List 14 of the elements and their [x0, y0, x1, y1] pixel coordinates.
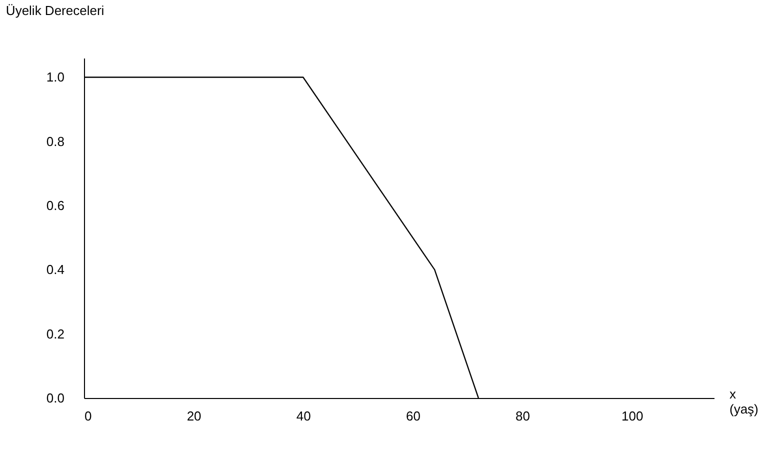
y-tick-label: 0.0 [46, 390, 64, 406]
x-tick-label: 40 [296, 408, 311, 424]
y-tick-label: 1.0 [46, 70, 64, 85]
x-tick-label: 80 [516, 408, 530, 424]
x-tick-label: 20 [186, 408, 202, 424]
x-tick-label: 0 [84, 408, 92, 424]
y-tick-label: 0.8 [46, 134, 64, 149]
y-tick-label: 0.2 [46, 326, 64, 342]
chart-title: Üyelik Dereceleri [6, 3, 104, 18]
x-axis-title: x (yaş) [730, 386, 758, 416]
x-tick-label: 100 [621, 408, 644, 424]
x-tick-label: 60 [406, 408, 420, 424]
y-tick-label: 0.4 [46, 262, 64, 278]
y-tick-label: 0.6 [46, 198, 64, 214]
